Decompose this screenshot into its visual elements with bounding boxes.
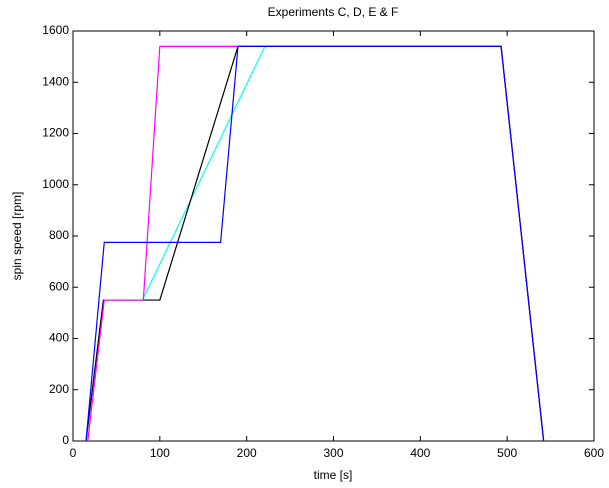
y-tick-label: 600 (49, 279, 69, 293)
plot-area (72, 30, 595, 442)
y-tick-label: 200 (49, 382, 69, 396)
y-tick-label: 400 (49, 331, 69, 345)
y-tick-label: 1600 (42, 23, 69, 37)
chart-title: Experiments C, D, E & F (268, 5, 399, 19)
y-tick-label: 0 (62, 433, 69, 447)
x-tick-label: 400 (410, 446, 430, 460)
y-tick-label: 1000 (42, 177, 69, 191)
x-tick-label: 500 (497, 446, 517, 460)
y-tick-label: 1200 (42, 126, 69, 140)
x-axis-label: time [s] (314, 468, 353, 482)
x-tick-label: 100 (150, 446, 170, 460)
x-tick-label: 200 (237, 446, 257, 460)
x-tick-label: 0 (70, 446, 77, 460)
x-tick-label: 600 (584, 446, 604, 460)
x-tick-label: 300 (323, 446, 343, 460)
y-tick-label: 800 (49, 228, 69, 242)
series-line (85, 45, 545, 442)
y-tick-label: 1400 (42, 74, 69, 88)
y-axis-label: spin speed [rpm] (10, 192, 24, 281)
